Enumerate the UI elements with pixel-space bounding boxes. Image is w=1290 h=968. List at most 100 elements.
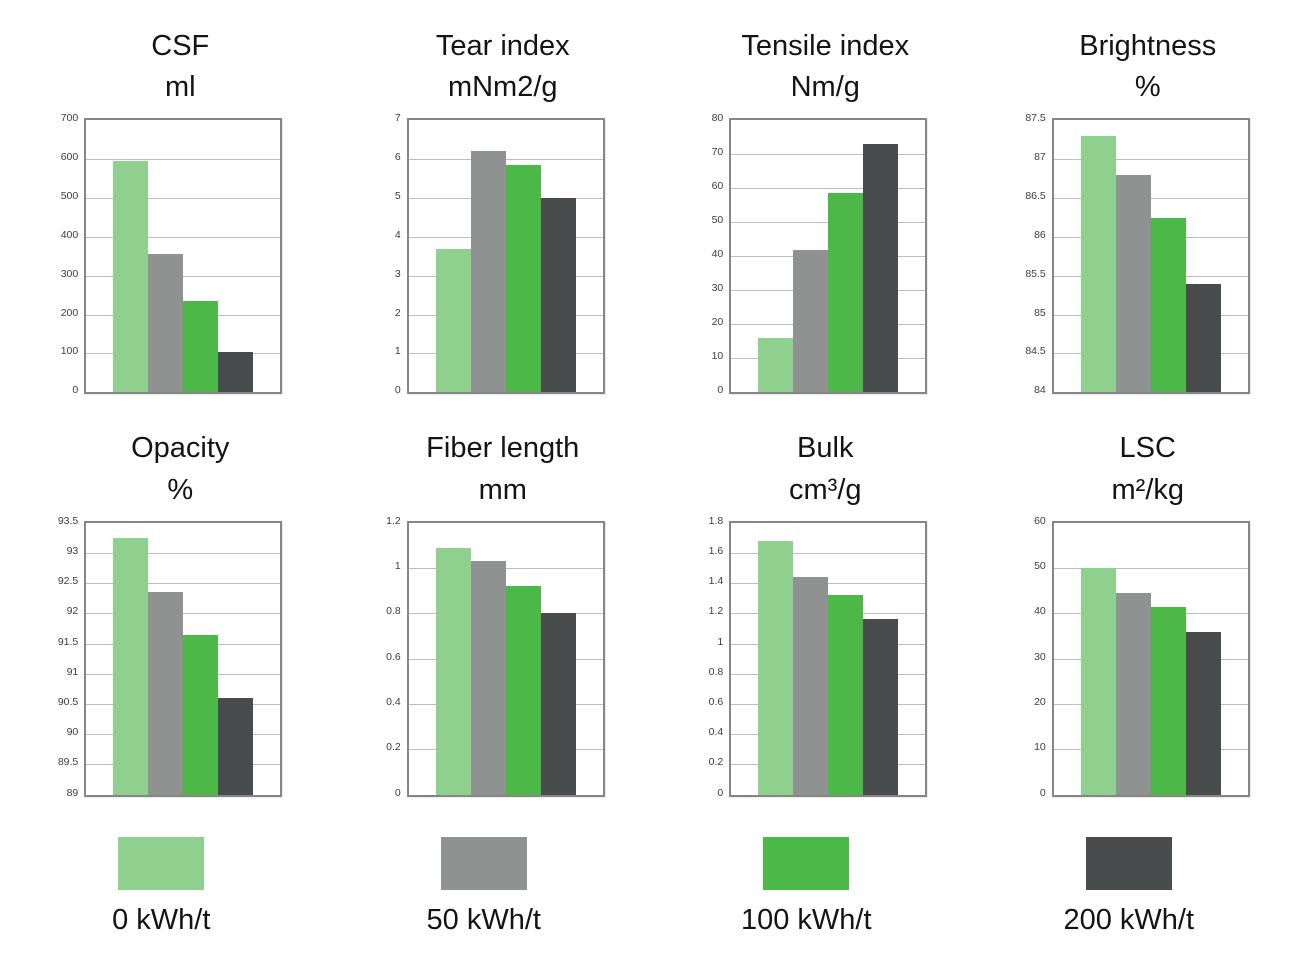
legend-label: 0 kWh/t: [112, 903, 211, 936]
y-tick-label: 90: [66, 726, 79, 739]
charts-row-bottom: Opacity% 93.5 93 92.5 92 91.5 91 90.5 90 89.5 89 Fi…: [0, 428, 1290, 799]
y-tick-label: 10: [711, 350, 724, 363]
y-tick-label: 30: [1034, 650, 1046, 663]
gridline: [1053, 568, 1248, 570]
chart-title: LSC m²/kg: [1046, 428, 1250, 510]
plot-row: 93.5 93 92.5 92 91.5 91 90.5 90 89.5 89: [40, 515, 283, 799]
plot-area: [1051, 520, 1250, 797]
chart-lsc: LSC m²/kg 60 50 40 30 20 10 0: [1008, 428, 1250, 799]
y-tick-label: 93: [66, 544, 79, 557]
bar-group: [1080, 120, 1221, 393]
legend-item-0-kwh-t: 0 kWh/t: [0, 836, 323, 937]
y-tick-label: 20: [711, 316, 724, 329]
bar-100-kwh-t: [828, 193, 864, 393]
plot-row: 1.2 1 0.8 0.6 0.4 0.2 0: [363, 515, 605, 799]
bar-0-kwh-t: [758, 337, 794, 393]
y-tick-label: 85.5: [1025, 267, 1046, 280]
y-tick-label: 30: [711, 282, 724, 295]
y-tick-label: 700: [60, 112, 79, 125]
chart-title-text: Brightness: [1079, 30, 1217, 62]
legend-swatch: [118, 836, 205, 890]
y-tick-label: 0: [717, 786, 724, 799]
gridline: [86, 552, 281, 554]
y-tick-label: 0.6: [386, 650, 401, 663]
y-tick-label: 1.6: [708, 544, 724, 557]
y-tick-label: 84.5: [1025, 345, 1046, 358]
plot-area: [729, 118, 928, 395]
chart-csf: CSF ml 700 600 500 400 300 200 100 0: [40, 26, 283, 396]
bar-50-kwh-t: [1115, 174, 1151, 393]
y-axis: 7 6 5 4 3 2 1 0: [363, 112, 407, 396]
bar-0-kwh-t: [113, 161, 149, 393]
y-axis: 700 600 500 400 300 200 100 0: [40, 112, 84, 396]
y-tick-label: 87.5: [1025, 112, 1046, 125]
chart-title-text: LSC: [1119, 432, 1176, 465]
plot-area: [84, 520, 283, 797]
legend-item-100-kwh-t: 100 kWh/t: [645, 836, 968, 937]
chart-tensile-index: Tensile index Nm/g 80 70 60 50 40 30 20 10 0: [685, 26, 928, 397]
chart-unit-text: %: [167, 473, 194, 506]
y-tick-label: 50: [711, 214, 724, 227]
bar-group: [435, 523, 576, 795]
y-axis: 1.8 1.6 1.4 1.2 1 0.8 0.6 0.4 0.2 0: [685, 515, 729, 799]
y-axis: 93.5 93 92.5 92 91.5 91 90.5 90 89.5 89: [40, 515, 84, 799]
chart-unit-text: mNm2/g: [447, 71, 558, 104]
plot-row: 87.5 87 86.5 86 85.5 85 84.5 84: [1008, 112, 1250, 396]
chart-title: CSF ml: [78, 26, 282, 108]
gridline: [408, 568, 603, 570]
y-tick-label: 200: [60, 306, 79, 319]
y-tick-label: 0: [717, 384, 724, 397]
bar-50-kwh-t: [1115, 592, 1151, 795]
y-tick-label: 1.2: [708, 605, 724, 618]
y-tick-label: 100: [60, 345, 79, 358]
plot-area: [1051, 118, 1250, 395]
y-tick-label: 40: [1034, 605, 1046, 618]
chart-title: Fiber length mm: [401, 428, 605, 510]
plot-row: 700 600 500 400 300 200 100 0: [40, 112, 283, 396]
bar-100-kwh-t: [183, 301, 219, 393]
y-tick-label: 1.4: [708, 575, 724, 588]
y-axis: 87.5 87 86.5 86 85.5 85 84.5 84: [1008, 112, 1052, 396]
plot-area: [729, 520, 928, 797]
bar-100-kwh-t: [505, 586, 541, 795]
bar-50-kwh-t: [793, 249, 829, 393]
y-tick-label: 20: [1034, 696, 1046, 709]
y-tick-label: 91.5: [57, 635, 79, 648]
gridline: [408, 159, 603, 161]
gridline: [1053, 159, 1248, 161]
bar-100-kwh-t: [828, 595, 864, 795]
bar-50-kwh-t: [148, 254, 184, 393]
chart-title-text: Bulk: [797, 432, 854, 465]
bar-200-kwh-t: [863, 619, 899, 795]
chart-unit-text: Nm/g: [790, 71, 860, 104]
y-tick-label: 0.4: [386, 696, 401, 709]
bar-group: [1080, 523, 1221, 795]
chart-title: Tear index mNm2/g: [401, 26, 605, 108]
bar-200-kwh-t: [863, 144, 899, 393]
y-tick-label: 40: [711, 248, 724, 261]
y-tick-label: 1.2: [386, 514, 401, 527]
chart-title: Brightness%: [1046, 26, 1250, 108]
plot-area: [406, 520, 605, 797]
chart-opacity: Opacity% 93.5 93 92.5 92 91.5 91 90.5 90 89.5 89: [40, 428, 283, 799]
legend-swatch: [763, 836, 850, 890]
chart-brightness: Brightness% 87.5 87 86.5 86 85.5 85 84.5 84: [1008, 26, 1250, 396]
y-tick-label: 0: [72, 384, 79, 397]
plot-area: [406, 118, 605, 395]
y-axis: 1.2 1 0.8 0.6 0.4 0.2 0: [363, 515, 407, 799]
y-tick-label: 92.5: [57, 575, 79, 588]
plot-row: 80 70 60 50 40 30 20 10 0: [685, 112, 928, 397]
bar-200-kwh-t: [540, 198, 576, 393]
y-tick-label: 10: [1034, 741, 1046, 754]
chart-fiber-length: Fiber length mm 1.2 1 0.8 0.6 0.4 0.2 0: [363, 428, 605, 799]
chart-title: Tensile index Nm/g: [723, 26, 927, 108]
bar-200-kwh-t: [218, 697, 254, 795]
legend-label: 100 kWh/t: [740, 903, 872, 936]
gridline: [86, 613, 281, 615]
y-tick-label: 0.2: [386, 741, 401, 754]
y-tick-label: 400: [60, 228, 79, 241]
bar-100-kwh-t: [505, 165, 541, 393]
y-tick-label: 91: [66, 665, 79, 678]
gridline: [86, 198, 281, 200]
gridline: [86, 583, 281, 585]
